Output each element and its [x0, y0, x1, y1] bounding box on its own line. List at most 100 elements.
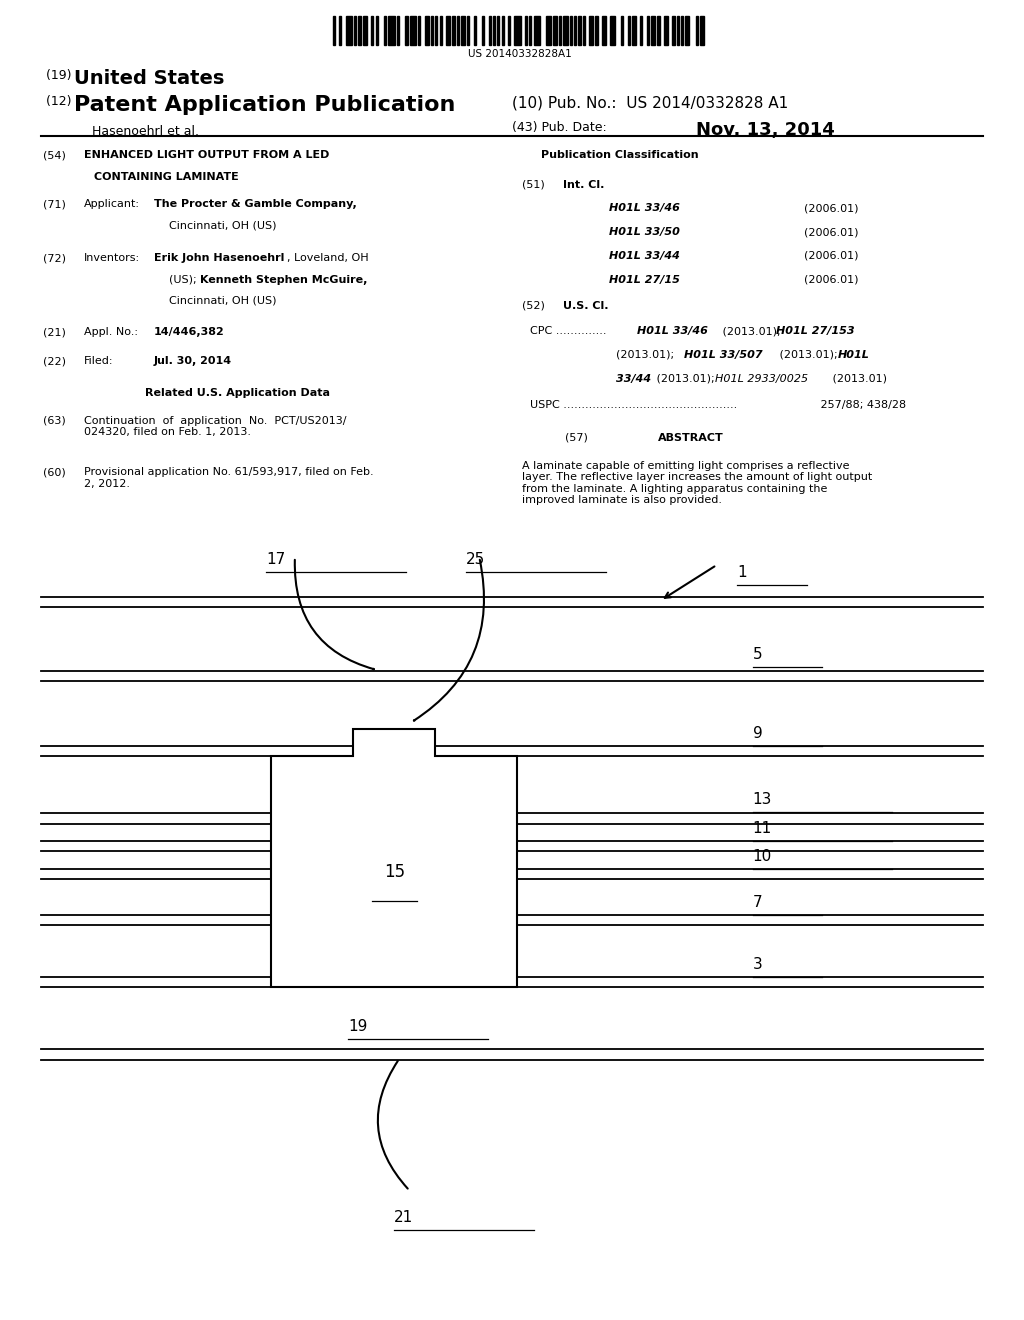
Text: Related U.S. Application Data: Related U.S. Application Data — [145, 388, 330, 399]
Bar — [677, 16, 679, 45]
Text: (2013.01);: (2013.01); — [719, 326, 784, 337]
Text: 25: 25 — [466, 552, 485, 566]
Text: (2013.01);: (2013.01); — [776, 350, 842, 360]
Bar — [529, 16, 531, 45]
Bar — [439, 16, 441, 45]
Text: (71): (71) — [43, 199, 66, 210]
Bar — [583, 16, 585, 45]
Bar — [589, 16, 593, 45]
Text: The Procter & Gamble Company,: The Procter & Gamble Company, — [154, 199, 356, 210]
Bar — [493, 16, 496, 45]
Text: (12): (12) — [46, 95, 76, 108]
Text: Applicant:: Applicant: — [84, 199, 140, 210]
Text: USPC ................................................: USPC ...................................… — [530, 400, 737, 411]
Bar — [425, 16, 429, 45]
Bar — [508, 16, 510, 45]
Text: (54): (54) — [43, 150, 66, 161]
Text: 5: 5 — [753, 647, 762, 661]
Bar — [696, 16, 698, 45]
Bar — [346, 16, 352, 45]
Text: 21: 21 — [394, 1210, 414, 1225]
Bar — [435, 16, 437, 45]
Text: (10) Pub. No.:  US 2014/0332828 A1: (10) Pub. No.: US 2014/0332828 A1 — [512, 95, 788, 110]
Bar — [410, 16, 416, 45]
Text: 19: 19 — [348, 1019, 368, 1034]
Text: (2006.01): (2006.01) — [804, 251, 858, 261]
Text: (2006.01): (2006.01) — [804, 203, 858, 214]
Bar — [559, 16, 561, 45]
Bar — [640, 16, 642, 45]
Text: (2013.01);: (2013.01); — [616, 350, 678, 360]
Text: (57): (57) — [565, 433, 588, 444]
Bar — [651, 16, 655, 45]
Bar — [488, 16, 490, 45]
Text: Appl. No.:: Appl. No.: — [84, 327, 138, 338]
Bar — [596, 16, 598, 45]
Text: H01L 33/50: H01L 33/50 — [609, 227, 680, 238]
Text: Kenneth Stephen McGuire,: Kenneth Stephen McGuire, — [200, 275, 367, 285]
Bar — [431, 16, 433, 45]
Text: 1: 1 — [737, 565, 746, 579]
Bar — [467, 16, 469, 45]
Bar — [574, 16, 577, 45]
Text: H01L 33/46: H01L 33/46 — [637, 326, 708, 337]
Bar — [339, 16, 341, 45]
Bar — [453, 16, 455, 45]
Text: H01L 27/15: H01L 27/15 — [609, 275, 680, 285]
FancyArrowPatch shape — [378, 1061, 408, 1188]
Bar — [354, 16, 356, 45]
Bar — [647, 16, 649, 45]
Bar — [570, 16, 572, 45]
Bar — [358, 16, 360, 45]
Text: H01L 33/507: H01L 33/507 — [684, 350, 763, 360]
Text: 3: 3 — [753, 957, 763, 972]
Text: Publication Classification: Publication Classification — [541, 150, 698, 161]
Text: 9: 9 — [753, 726, 763, 741]
Bar — [681, 16, 683, 45]
Bar — [418, 16, 421, 45]
Bar — [482, 16, 484, 45]
Text: 7: 7 — [753, 895, 762, 909]
Text: (63): (63) — [43, 416, 66, 426]
Bar — [534, 16, 540, 45]
Text: (72): (72) — [43, 253, 66, 264]
Text: US 20140332828A1: US 20140332828A1 — [468, 49, 572, 59]
Text: (60): (60) — [43, 467, 66, 478]
Text: 33/44: 33/44 — [616, 374, 651, 384]
Text: H01L 27/153: H01L 27/153 — [776, 326, 855, 337]
Text: ABSTRACT: ABSTRACT — [658, 433, 724, 444]
Text: (52): (52) — [522, 301, 545, 312]
Bar — [700, 16, 705, 45]
Text: Inventors:: Inventors: — [84, 253, 140, 264]
Bar — [498, 16, 500, 45]
Text: Hasenoehrl et al.: Hasenoehrl et al. — [92, 125, 199, 139]
Bar — [664, 16, 668, 45]
Bar — [610, 16, 614, 45]
Text: 11: 11 — [753, 821, 772, 836]
Bar — [376, 16, 378, 45]
Bar — [388, 16, 394, 45]
Bar — [622, 16, 624, 45]
Text: 17: 17 — [266, 552, 286, 566]
Text: Cincinnati, OH (US): Cincinnati, OH (US) — [169, 220, 276, 231]
Text: (51): (51) — [522, 180, 545, 190]
Text: H01L 2933/0025: H01L 2933/0025 — [715, 374, 808, 384]
Bar — [397, 16, 399, 45]
Text: (21): (21) — [43, 327, 66, 338]
Text: ENHANCED LIGHT OUTPUT FROM A LED: ENHANCED LIGHT OUTPUT FROM A LED — [84, 150, 330, 161]
Bar — [372, 16, 374, 45]
Text: (2013.01): (2013.01) — [829, 374, 888, 384]
Bar — [406, 16, 408, 45]
Text: Continuation  of  application  No.  PCT/US2013/
024320, filed on Feb. 1, 2013.: Continuation of application No. PCT/US20… — [84, 416, 346, 437]
Bar — [362, 16, 367, 45]
Text: Patent Application Publication: Patent Application Publication — [74, 95, 455, 115]
Text: 10: 10 — [753, 849, 772, 863]
Text: (2006.01): (2006.01) — [804, 227, 858, 238]
Text: Erik John Hasenoehrl: Erik John Hasenoehrl — [154, 253, 284, 264]
Text: Int. Cl.: Int. Cl. — [563, 180, 604, 190]
Text: (19): (19) — [46, 69, 76, 82]
Text: Nov. 13, 2014: Nov. 13, 2014 — [696, 121, 835, 140]
FancyArrowPatch shape — [414, 560, 484, 721]
Text: 15: 15 — [384, 863, 404, 880]
Bar — [602, 16, 606, 45]
